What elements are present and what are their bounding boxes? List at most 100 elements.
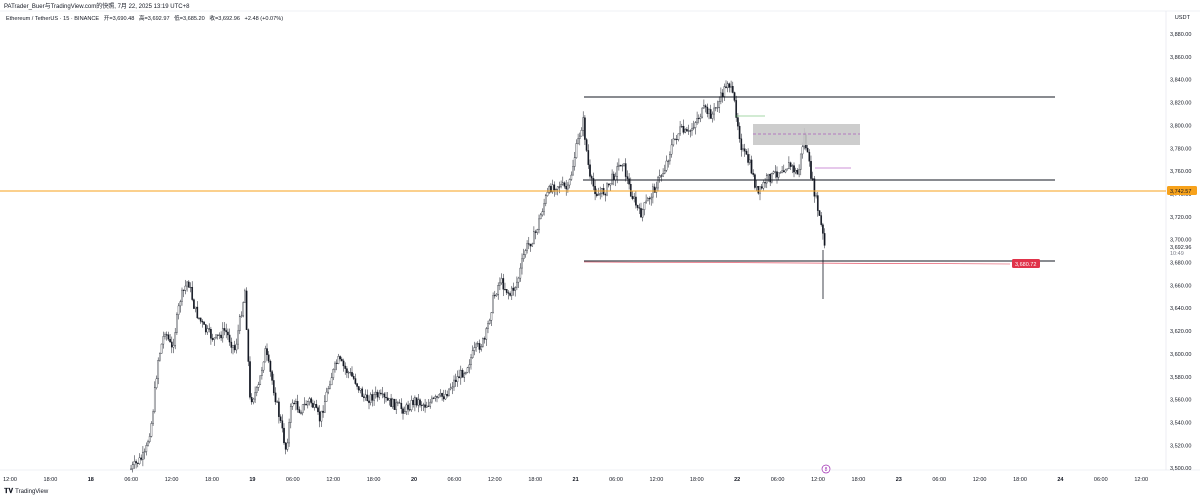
candle-body <box>612 173 615 181</box>
candle-body <box>334 362 336 370</box>
price-chart[interactable]: 3,880.00 3,860.00 3,840.00 3,820.00 3,800.00… <box>0 10 1200 500</box>
candle-body <box>439 393 442 396</box>
candle-body <box>507 292 510 294</box>
candle-body <box>759 186 761 194</box>
candle-body <box>303 403 306 405</box>
candle-body <box>378 392 381 398</box>
candle-body <box>266 348 268 356</box>
candle-body <box>735 100 738 118</box>
candle-body <box>791 165 794 167</box>
candle-body <box>662 173 664 177</box>
time-tick-label: 06:00 <box>448 477 462 483</box>
candle-body <box>466 367 469 373</box>
candle-body <box>706 106 709 114</box>
candle-body <box>669 154 671 162</box>
candle-body <box>398 402 401 404</box>
candle-body <box>223 328 226 331</box>
candle-body <box>312 402 314 408</box>
price-tick-label: 3,620.00 <box>1170 329 1191 335</box>
candle-body <box>645 200 647 203</box>
candle-body <box>170 341 173 348</box>
candle-body <box>157 359 160 380</box>
candle-body <box>390 398 392 407</box>
candle-body <box>216 334 219 336</box>
time-tick-label: 06:00 <box>286 477 300 483</box>
candle-body <box>512 287 515 291</box>
candle-body <box>198 317 200 319</box>
candle-body <box>675 139 678 140</box>
candle-body <box>332 369 335 378</box>
candle-body <box>162 336 165 345</box>
candle-body <box>740 138 743 151</box>
price-tick-label: 3,760.00 <box>1170 169 1191 175</box>
price-tick-label: 3,680.00 <box>1170 261 1191 267</box>
candle-body <box>228 334 231 343</box>
candle-body <box>703 105 705 109</box>
supply-zone[interactable] <box>753 124 860 145</box>
chart-canvas[interactable]: 3,880.00 3,860.00 3,840.00 3,820.00 3,800.00… <box>0 10 1200 490</box>
candle-body <box>823 233 826 246</box>
candle-body <box>691 128 693 132</box>
candle-body <box>138 457 141 464</box>
candle-body <box>437 394 440 398</box>
tradingview-logo[interactable]: 𝐓𝐕 TradingView <box>4 488 48 496</box>
candle-body <box>289 406 292 423</box>
candle-body <box>227 331 229 336</box>
candle-body <box>665 160 668 171</box>
candle-body <box>580 130 583 137</box>
candle-body <box>590 176 593 179</box>
candle-body <box>538 218 540 230</box>
candle-body <box>726 83 729 88</box>
candle-body <box>628 178 630 185</box>
price-tick-label: 3,540.00 <box>1170 420 1191 426</box>
candle-body <box>560 184 562 187</box>
currency-label[interactable]: USDT <box>1174 15 1190 21</box>
candle-body <box>482 338 484 347</box>
time-tick-label: 12:00 <box>165 477 179 483</box>
candle-body <box>361 388 364 397</box>
candle-body <box>776 171 778 178</box>
time-tick-label: 06:00 <box>932 477 946 483</box>
time-tick-label: 18:00 <box>690 477 704 483</box>
candle-body <box>604 194 607 196</box>
candle-body <box>278 401 280 417</box>
time-tick-label: 06:00 <box>771 477 785 483</box>
candle-body <box>366 394 369 402</box>
candle-body <box>621 165 624 167</box>
candle-body <box>663 170 666 174</box>
candle-body <box>436 396 438 398</box>
candle-body <box>150 423 153 437</box>
candle-body <box>454 379 457 382</box>
event-marker[interactable]: 8 <box>821 464 831 474</box>
candle-body <box>199 317 202 322</box>
candle-body <box>204 324 207 333</box>
candle-body <box>380 392 382 395</box>
candle-body <box>595 193 598 196</box>
price-tick-label: 3,880.00 <box>1170 32 1191 38</box>
red-level-line[interactable] <box>583 261 1011 265</box>
candle-body <box>485 328 488 340</box>
candle-body <box>652 186 654 198</box>
candle-body <box>206 328 209 333</box>
candle-body <box>363 396 365 398</box>
price-axis[interactable]: 3,880.00 3,860.00 3,840.00 3,820.00 3,800.00… <box>1170 32 1191 472</box>
candle-body <box>517 277 520 283</box>
candle-body <box>492 295 494 313</box>
candle-body <box>611 173 613 184</box>
candle-body <box>764 182 766 184</box>
candle-body <box>203 321 205 325</box>
time-axis[interactable]: 12:00 18:00 18 06:00 12:00 18:00 19 06:00 12:00 1… <box>3 477 1148 483</box>
candle-body <box>648 198 651 200</box>
ohlc-low: 低=3,685.20 <box>174 16 205 22</box>
candle-body <box>152 411 154 424</box>
symbol-name[interactable]: Ethereum / TetherUS · 15 · BINANCE <box>6 16 100 22</box>
candle-body <box>148 436 151 442</box>
candle-body <box>261 369 263 376</box>
candle-body <box>342 360 345 367</box>
candle-body <box>480 346 483 350</box>
candle-body <box>330 377 333 386</box>
drawing-layer[interactable] <box>0 96 1166 265</box>
candle-body <box>777 172 780 178</box>
candle-body <box>405 404 408 412</box>
candle-body <box>318 411 321 422</box>
